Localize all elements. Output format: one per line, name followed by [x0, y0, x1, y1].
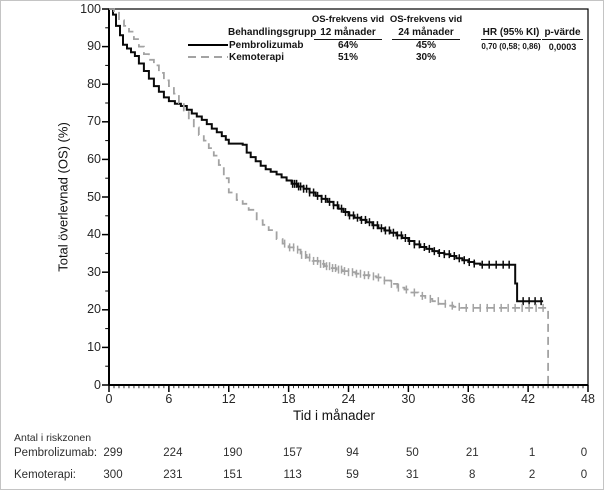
x-tick-label: 42: [521, 392, 536, 406]
x-tick-label: 48: [581, 392, 595, 406]
risk-row-label-pembrolizumab: Pembrolizumab:: [14, 447, 98, 459]
legend-row-kemoterapi: Kemoterapi: [229, 51, 285, 63]
risk-count: 21: [465, 447, 479, 459]
x-tick-label: 6: [165, 392, 173, 406]
y-tick-label: 100: [80, 1, 101, 16]
risk-count: 0: [580, 469, 588, 481]
x-axis-title: Tid i månader: [292, 408, 376, 423]
risk-count: 50: [405, 447, 419, 459]
legend-kemo-os12: 51%: [337, 51, 358, 63]
risk-count: 299: [103, 447, 123, 459]
legend-pembro-os24: 45%: [415, 40, 436, 51]
pembrolizumab-line-sample: [188, 44, 228, 46]
risk-count: 8: [469, 469, 476, 481]
legend-hr-value: 0,70 (0,58; 0,86): [481, 42, 541, 51]
legend-pembro-os12: 64%: [337, 40, 358, 51]
x-tick-label: 30: [401, 392, 416, 406]
legend-header-pvalue: p-värde: [542, 27, 583, 40]
legend-header-group: Behandlingsgrupp: [228, 27, 317, 38]
x-tick-label: 36: [461, 392, 476, 406]
y-tick-label: 60: [87, 151, 101, 166]
risk-count: 224: [163, 447, 183, 459]
y-tick-label: 0: [94, 377, 101, 392]
risk-count: 151: [223, 469, 243, 481]
legend-kemo-os24: 30%: [415, 51, 436, 63]
x-tick-label: 24: [341, 392, 356, 406]
risk-count: 1: [528, 447, 536, 459]
y-tick-label: 10: [87, 339, 101, 354]
risk-count: 190: [223, 447, 243, 459]
legend-header-os12-top: OS-frekvens vid: [311, 14, 385, 25]
kemoterapi-line-sample: [188, 56, 228, 59]
pembrolizumab-curve: [109, 8, 544, 303]
legend-header-os24-top: OS-frekvens vid: [389, 14, 463, 25]
legend-header-os24-bottom: 24 månader: [392, 27, 460, 40]
legend-row-pembrolizumab: Pembrolizumab: [229, 40, 304, 51]
y-tick-label: 90: [87, 39, 101, 54]
y-tick-label: 70: [87, 114, 101, 129]
y-tick-label: 20: [87, 302, 101, 317]
kemoterapi-curve: [109, 8, 549, 385]
y-tick-label: 50: [87, 189, 101, 204]
y-tick-label: 40: [87, 227, 101, 242]
legend-header-hr: HR (95% KI): [481, 27, 541, 40]
risk-table-title: Antal i riskzonen: [14, 432, 92, 444]
risk-row-label-kemoterapi: Kemoterapi:: [14, 469, 77, 481]
risk-count: 113: [283, 469, 302, 481]
y-tick-label: 30: [87, 264, 101, 279]
risk-count: 59: [346, 469, 359, 481]
risk-count: 94: [346, 447, 359, 459]
x-tick-label: 0: [105, 392, 113, 406]
risk-count: 2: [528, 469, 536, 481]
risk-count: 31: [405, 469, 419, 481]
risk-count: 300: [103, 469, 123, 481]
y-tick-label: 80: [87, 76, 101, 91]
x-tick-label: 18: [281, 392, 296, 406]
x-tick-label: 12: [221, 392, 236, 406]
legend-header-os12-bottom: 12 månader: [314, 27, 382, 40]
risk-count: 157: [283, 447, 303, 459]
risk-count: 0: [580, 447, 588, 459]
legend-pvalue: 0,0003: [548, 41, 577, 52]
risk-count: 231: [163, 469, 183, 481]
